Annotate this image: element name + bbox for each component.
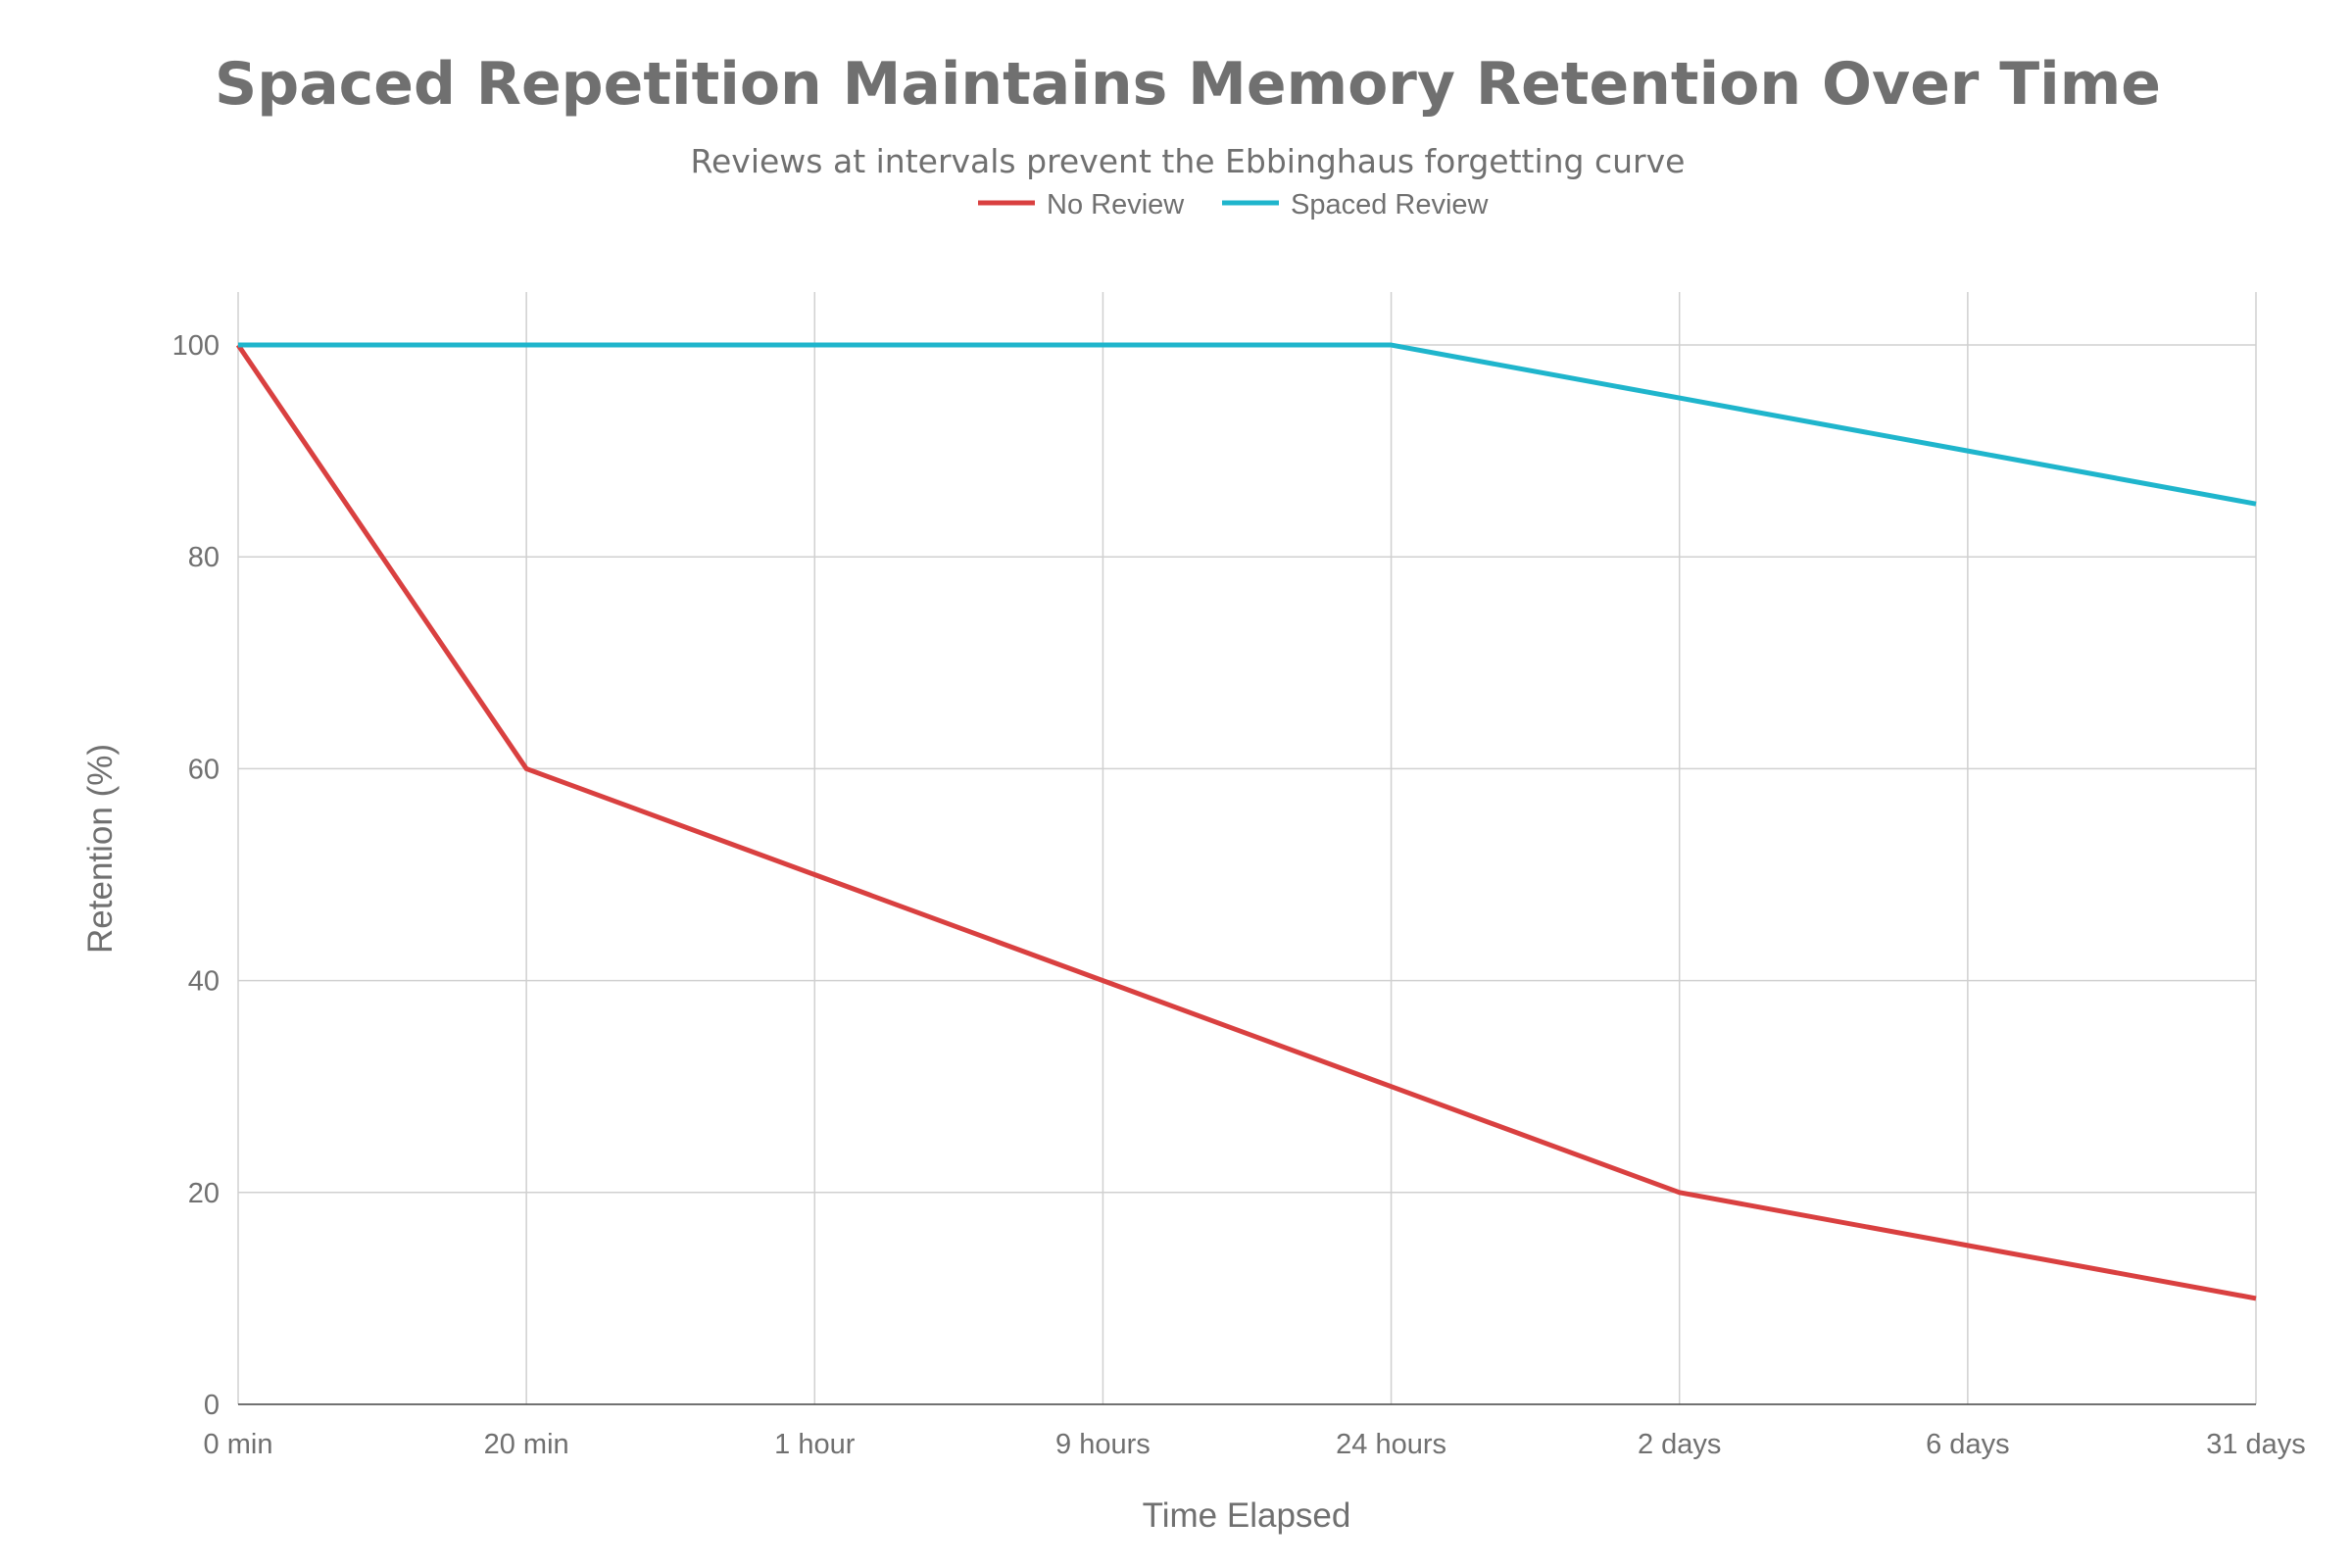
- chart-subtitle: Reviews at intervals prevent the Ebbingh…: [691, 142, 1686, 180]
- x-axis-label: Time Elapsed: [1143, 1496, 1351, 1535]
- legend-label: Spaced Review: [1291, 189, 1490, 220]
- y-tick-label: 100: [172, 330, 220, 362]
- series-lines: [235, 342, 2257, 1301]
- x-tick-label: 20 min: [484, 1429, 569, 1460]
- x-tick-label: 1 hour: [774, 1429, 856, 1460]
- legend-label: No Review: [1047, 189, 1185, 220]
- gridlines: [237, 292, 2257, 1405]
- series-line-spaced-review: [238, 342, 2257, 507]
- x-tick-label: 2 days: [1638, 1429, 1721, 1460]
- y-tick-label: 0: [204, 1390, 220, 1421]
- y-tick-label: 80: [188, 542, 220, 573]
- legend: No Review Spaced Review: [978, 189, 1490, 220]
- tick-labels: 0 min 20 min 1 hour 9 hours 24 hours 2 days 6 …: [172, 330, 2306, 1460]
- series-line-no-review: [235, 343, 2257, 1301]
- y-axis-label: Retention (%): [81, 744, 120, 954]
- y-tick-label: 40: [188, 966, 220, 998]
- y-tick-label: 20: [188, 1178, 220, 1209]
- chart-title: Spaced Repetition Maintains Memory Reten…: [215, 50, 2161, 119]
- y-tick-label: 60: [188, 754, 220, 785]
- x-tick-label: 6 days: [1926, 1429, 2009, 1460]
- x-tick-label: 31 days: [2206, 1429, 2306, 1460]
- x-tick-label: 24 hours: [1336, 1429, 1446, 1460]
- x-tick-label: 0 min: [204, 1429, 273, 1460]
- x-tick-label: 9 hours: [1055, 1429, 1151, 1460]
